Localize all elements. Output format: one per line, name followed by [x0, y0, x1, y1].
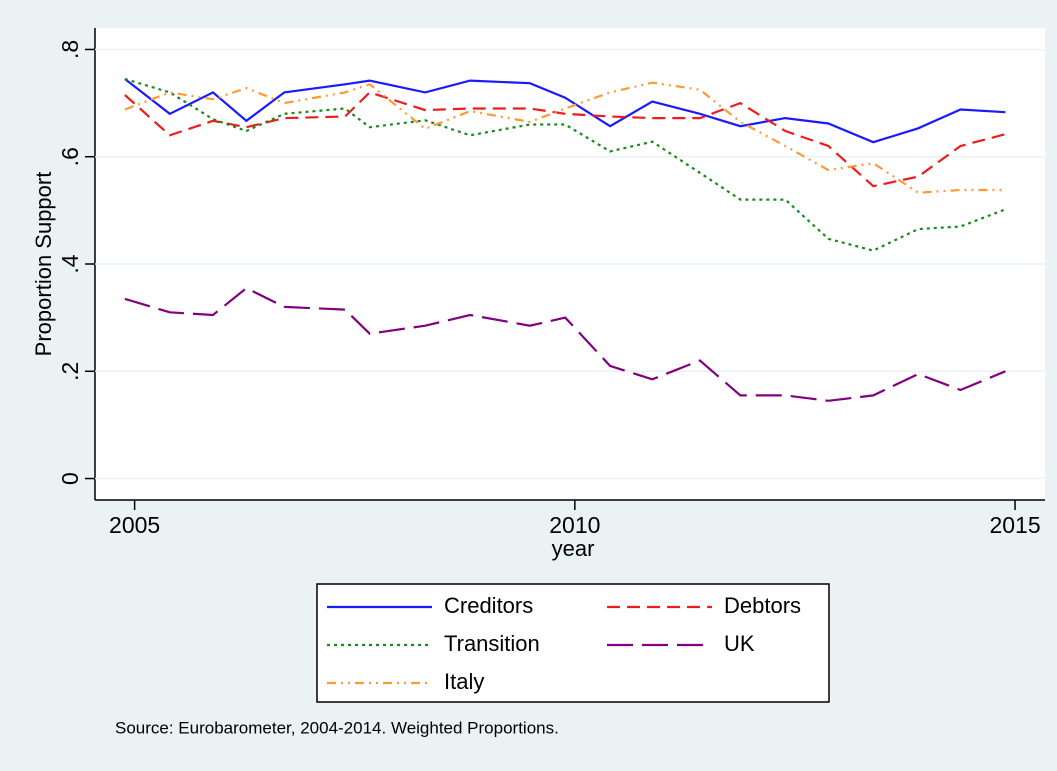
series-line — [124, 286, 1006, 402]
y-axis-title: Proportion Support — [31, 172, 56, 357]
x-tick-label: 2010 — [549, 512, 600, 538]
legend-label: Debtors — [724, 593, 801, 618]
legend-label: Transition — [444, 631, 540, 656]
series-line — [124, 78, 1006, 144]
source-note: Source: Eurobarometer, 2004-2014. Weight… — [115, 718, 559, 737]
y-tick-label: .8 — [57, 40, 83, 59]
x-axis-title: year — [552, 536, 595, 561]
legend-label: Italy — [444, 669, 484, 694]
legend-label: Creditors — [444, 593, 533, 618]
y-tick-label: .4 — [57, 254, 83, 273]
y-tick-label: .6 — [57, 147, 83, 166]
legend-label: UK — [724, 631, 755, 656]
legend-box — [316, 583, 830, 703]
x-tick-label: 2005 — [109, 512, 160, 538]
y-tick-label: .2 — [57, 362, 83, 381]
x-tick-label: 2015 — [989, 512, 1040, 538]
series-line — [124, 81, 1006, 194]
y-tick-label: 0 — [57, 472, 83, 485]
